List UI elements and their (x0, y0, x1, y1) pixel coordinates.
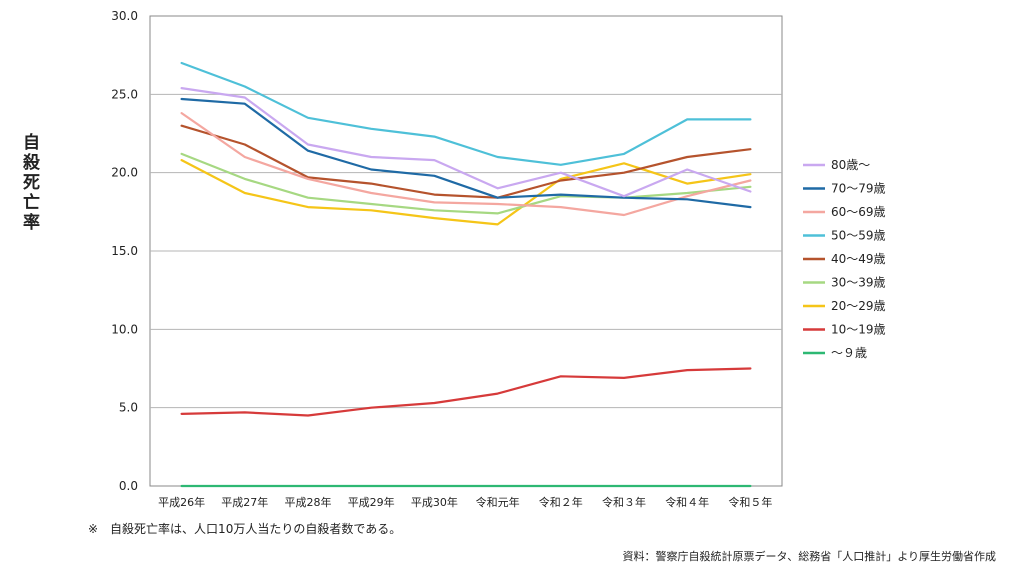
x-tick-label: 平成27年 (221, 495, 268, 509)
x-tick-label: 平成29年 (348, 495, 395, 509)
x-tick-label: 令和３年 (602, 495, 646, 509)
x-tick-label: 令和５年 (728, 495, 772, 509)
legend-label: 20～29歳 (831, 299, 886, 313)
legend-label: 70～79歳 (831, 182, 886, 196)
legend-label: 60～69歳 (831, 205, 886, 219)
series-line (180, 367, 752, 417)
legend-label: 50～59歳 (831, 229, 886, 243)
series-line (180, 61, 752, 166)
legend-label: 40～49歳 (831, 252, 886, 266)
legend-label: ～９歳 (831, 346, 867, 360)
footnote: ※ 自殺死亡率は、人口10万人当たりの自殺者数である。 (88, 522, 402, 536)
series-line (180, 86, 752, 198)
series-line (180, 97, 752, 209)
x-tick-label: 平成28年 (285, 495, 332, 509)
y-tick-label: 0.0 (119, 479, 138, 493)
x-tick-label: 平成30年 (411, 495, 458, 509)
y-tick-label: 5.0 (119, 401, 138, 415)
source-note: 資料：警察庁自殺統計原票データ、総務省「人口推計」より厚生労働省作成 (622, 550, 996, 563)
x-tick-label: 平成26年 (158, 495, 205, 509)
x-tick-label: 令和４年 (665, 495, 709, 509)
series-line (180, 111, 752, 217)
legend-label: 30～39歳 (831, 276, 886, 290)
y-tick-label: 10.0 (111, 322, 138, 336)
y-tick-label: 20.0 (111, 166, 138, 180)
x-tick-label: 令和元年 (476, 495, 520, 509)
legend-label: 80歳～ (831, 158, 870, 172)
x-tick-label: 令和２年 (539, 495, 583, 509)
series-line (180, 159, 752, 226)
line-chart: 0.0 5.0 10.0 15.0 20.0 25.0 30.0 平成26年 平成27年 平成28… (111, 9, 886, 509)
series-line (180, 152, 752, 215)
y-tick-label: 25.0 (111, 87, 138, 101)
legend-label: 10～19歳 (831, 323, 886, 337)
y-tick-label: 15.0 (111, 244, 138, 258)
y-axis-title: 自殺死亡率 (19, 133, 39, 233)
series-line (180, 124, 752, 199)
y-tick-label: 30.0 (111, 9, 138, 23)
